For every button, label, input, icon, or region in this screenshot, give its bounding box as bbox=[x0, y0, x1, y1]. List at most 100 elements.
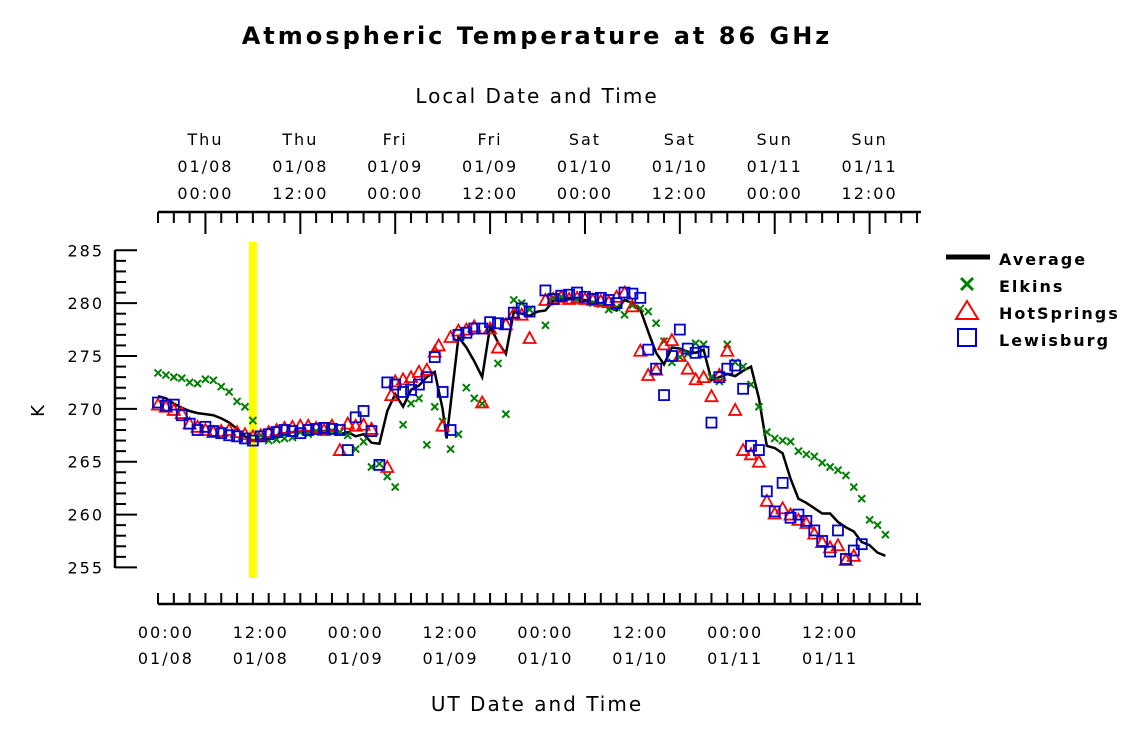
data-point-square bbox=[832, 524, 844, 537]
top-tick-label-date: 01/09 bbox=[367, 157, 423, 176]
series-hotsprings bbox=[150, 284, 862, 566]
data-point-square bbox=[215, 427, 228, 440]
data-point-x bbox=[817, 458, 827, 467]
data-point-square bbox=[357, 405, 370, 417]
data-point-square bbox=[333, 424, 346, 436]
data-point-x bbox=[375, 459, 384, 469]
data-point-x bbox=[770, 434, 779, 443]
data-point-square bbox=[365, 425, 378, 437]
top-tick-label-date: 01/10 bbox=[652, 157, 708, 176]
series-lewisburg bbox=[152, 284, 868, 565]
x-tick-label-date: 01/08 bbox=[138, 649, 194, 668]
data-point-x bbox=[802, 450, 811, 459]
data-point-square bbox=[776, 476, 789, 489]
chart-title: Atmospheric Temperature at 86 GHz bbox=[242, 22, 833, 50]
data-point-square bbox=[634, 291, 647, 304]
data-point-square bbox=[673, 323, 686, 336]
data-point-x bbox=[209, 376, 218, 385]
data-point-square bbox=[808, 524, 821, 537]
data-point-x bbox=[762, 427, 772, 437]
data-point-square bbox=[515, 302, 528, 315]
data-point-square bbox=[278, 424, 291, 436]
data-point-square bbox=[341, 444, 354, 456]
data-point-square bbox=[254, 430, 267, 443]
data-point-square bbox=[816, 535, 829, 547]
data-point-square bbox=[349, 411, 362, 424]
data-point-square bbox=[183, 417, 196, 430]
top-tick-label-day: Fri bbox=[478, 130, 503, 149]
data-point-x bbox=[778, 436, 787, 445]
data-point-square bbox=[413, 378, 425, 391]
data-point-square bbox=[152, 396, 164, 409]
data-point-x bbox=[430, 402, 439, 411]
y-axis-title: K bbox=[28, 403, 49, 417]
x-tick-label-date: 01/10 bbox=[517, 649, 573, 668]
data-point-triangle bbox=[664, 332, 680, 347]
data-point-triangle bbox=[624, 298, 640, 313]
data-point-x bbox=[849, 482, 859, 492]
data-point-square bbox=[397, 386, 410, 398]
data-point-x bbox=[201, 375, 210, 384]
data-point-x bbox=[509, 295, 519, 305]
data-point-square bbox=[223, 429, 236, 442]
data-point-triangle bbox=[798, 515, 814, 529]
data-point-x bbox=[383, 472, 392, 481]
x-tick-label-time: 00:00 bbox=[328, 623, 384, 642]
series-elkins bbox=[153, 292, 890, 539]
data-point-square bbox=[579, 290, 591, 303]
data-point-x bbox=[248, 416, 258, 425]
top-tick-label-time: 00:00 bbox=[177, 184, 233, 203]
data-point-triangle bbox=[727, 402, 743, 416]
data-point-square bbox=[318, 421, 330, 434]
top-tick-label-date: 01/09 bbox=[462, 157, 518, 176]
data-point-square bbox=[160, 399, 172, 412]
x-tick-label-date: 01/11 bbox=[707, 649, 763, 668]
data-point-square bbox=[262, 428, 275, 441]
legend-item-hotsprings: HotSprings bbox=[954, 299, 1118, 323]
x-tick-label-time: 12:00 bbox=[422, 623, 478, 642]
data-point-x bbox=[825, 462, 835, 472]
top-tick-label-time: 12:00 bbox=[842, 184, 898, 203]
plot-area bbox=[150, 242, 890, 578]
legend-label: Lewisburg bbox=[999, 331, 1110, 350]
top-tick-label-time: 00:00 bbox=[747, 184, 803, 203]
data-point-x bbox=[462, 383, 471, 392]
legend-label: Average bbox=[999, 250, 1087, 269]
axes: 255 260 265 270 275 280 285 00:00 01/08 12:00 01/0… bbox=[67, 130, 921, 668]
x-tick-label-time: 12:00 bbox=[233, 623, 289, 642]
data-point-triangle bbox=[174, 405, 190, 419]
data-point-x bbox=[651, 319, 661, 328]
data-point-square bbox=[444, 424, 457, 436]
data-point-square bbox=[650, 362, 663, 375]
data-point-x bbox=[193, 379, 202, 388]
data-point-square bbox=[737, 382, 749, 395]
data-point-x bbox=[644, 307, 653, 316]
data-point-x bbox=[810, 452, 819, 461]
data-point-square bbox=[713, 371, 726, 384]
x-tick-label-date: 01/11 bbox=[802, 649, 858, 668]
x-tick-label-time: 00:00 bbox=[707, 623, 763, 642]
data-point-square bbox=[302, 424, 315, 436]
data-point-square bbox=[610, 297, 623, 310]
legend-label: Elkins bbox=[999, 277, 1064, 296]
data-point-triangle bbox=[759, 492, 775, 507]
data-point-x bbox=[620, 310, 629, 319]
top-tick-label-time: 12:00 bbox=[652, 184, 708, 203]
data-point-x bbox=[857, 494, 866, 503]
y-tick-label: 280 bbox=[67, 294, 104, 313]
top-tick-label-day: Sun bbox=[851, 130, 887, 149]
data-point-square bbox=[547, 293, 560, 305]
data-point-triangle bbox=[680, 360, 696, 375]
data-point-square bbox=[270, 426, 283, 439]
data-point-triangle bbox=[696, 369, 712, 384]
data-point-square bbox=[484, 316, 496, 329]
x-tick-label-date: 01/08 bbox=[233, 649, 289, 668]
data-point-triangle bbox=[431, 337, 447, 352]
data-point-square bbox=[839, 553, 852, 565]
x-axis-title: UT Date and Time bbox=[431, 692, 643, 716]
top-tick-label-time: 00:00 bbox=[367, 184, 423, 203]
data-point-square bbox=[326, 423, 338, 435]
top-tick-label-time: 12:00 bbox=[272, 184, 328, 203]
data-point-square bbox=[705, 416, 718, 429]
